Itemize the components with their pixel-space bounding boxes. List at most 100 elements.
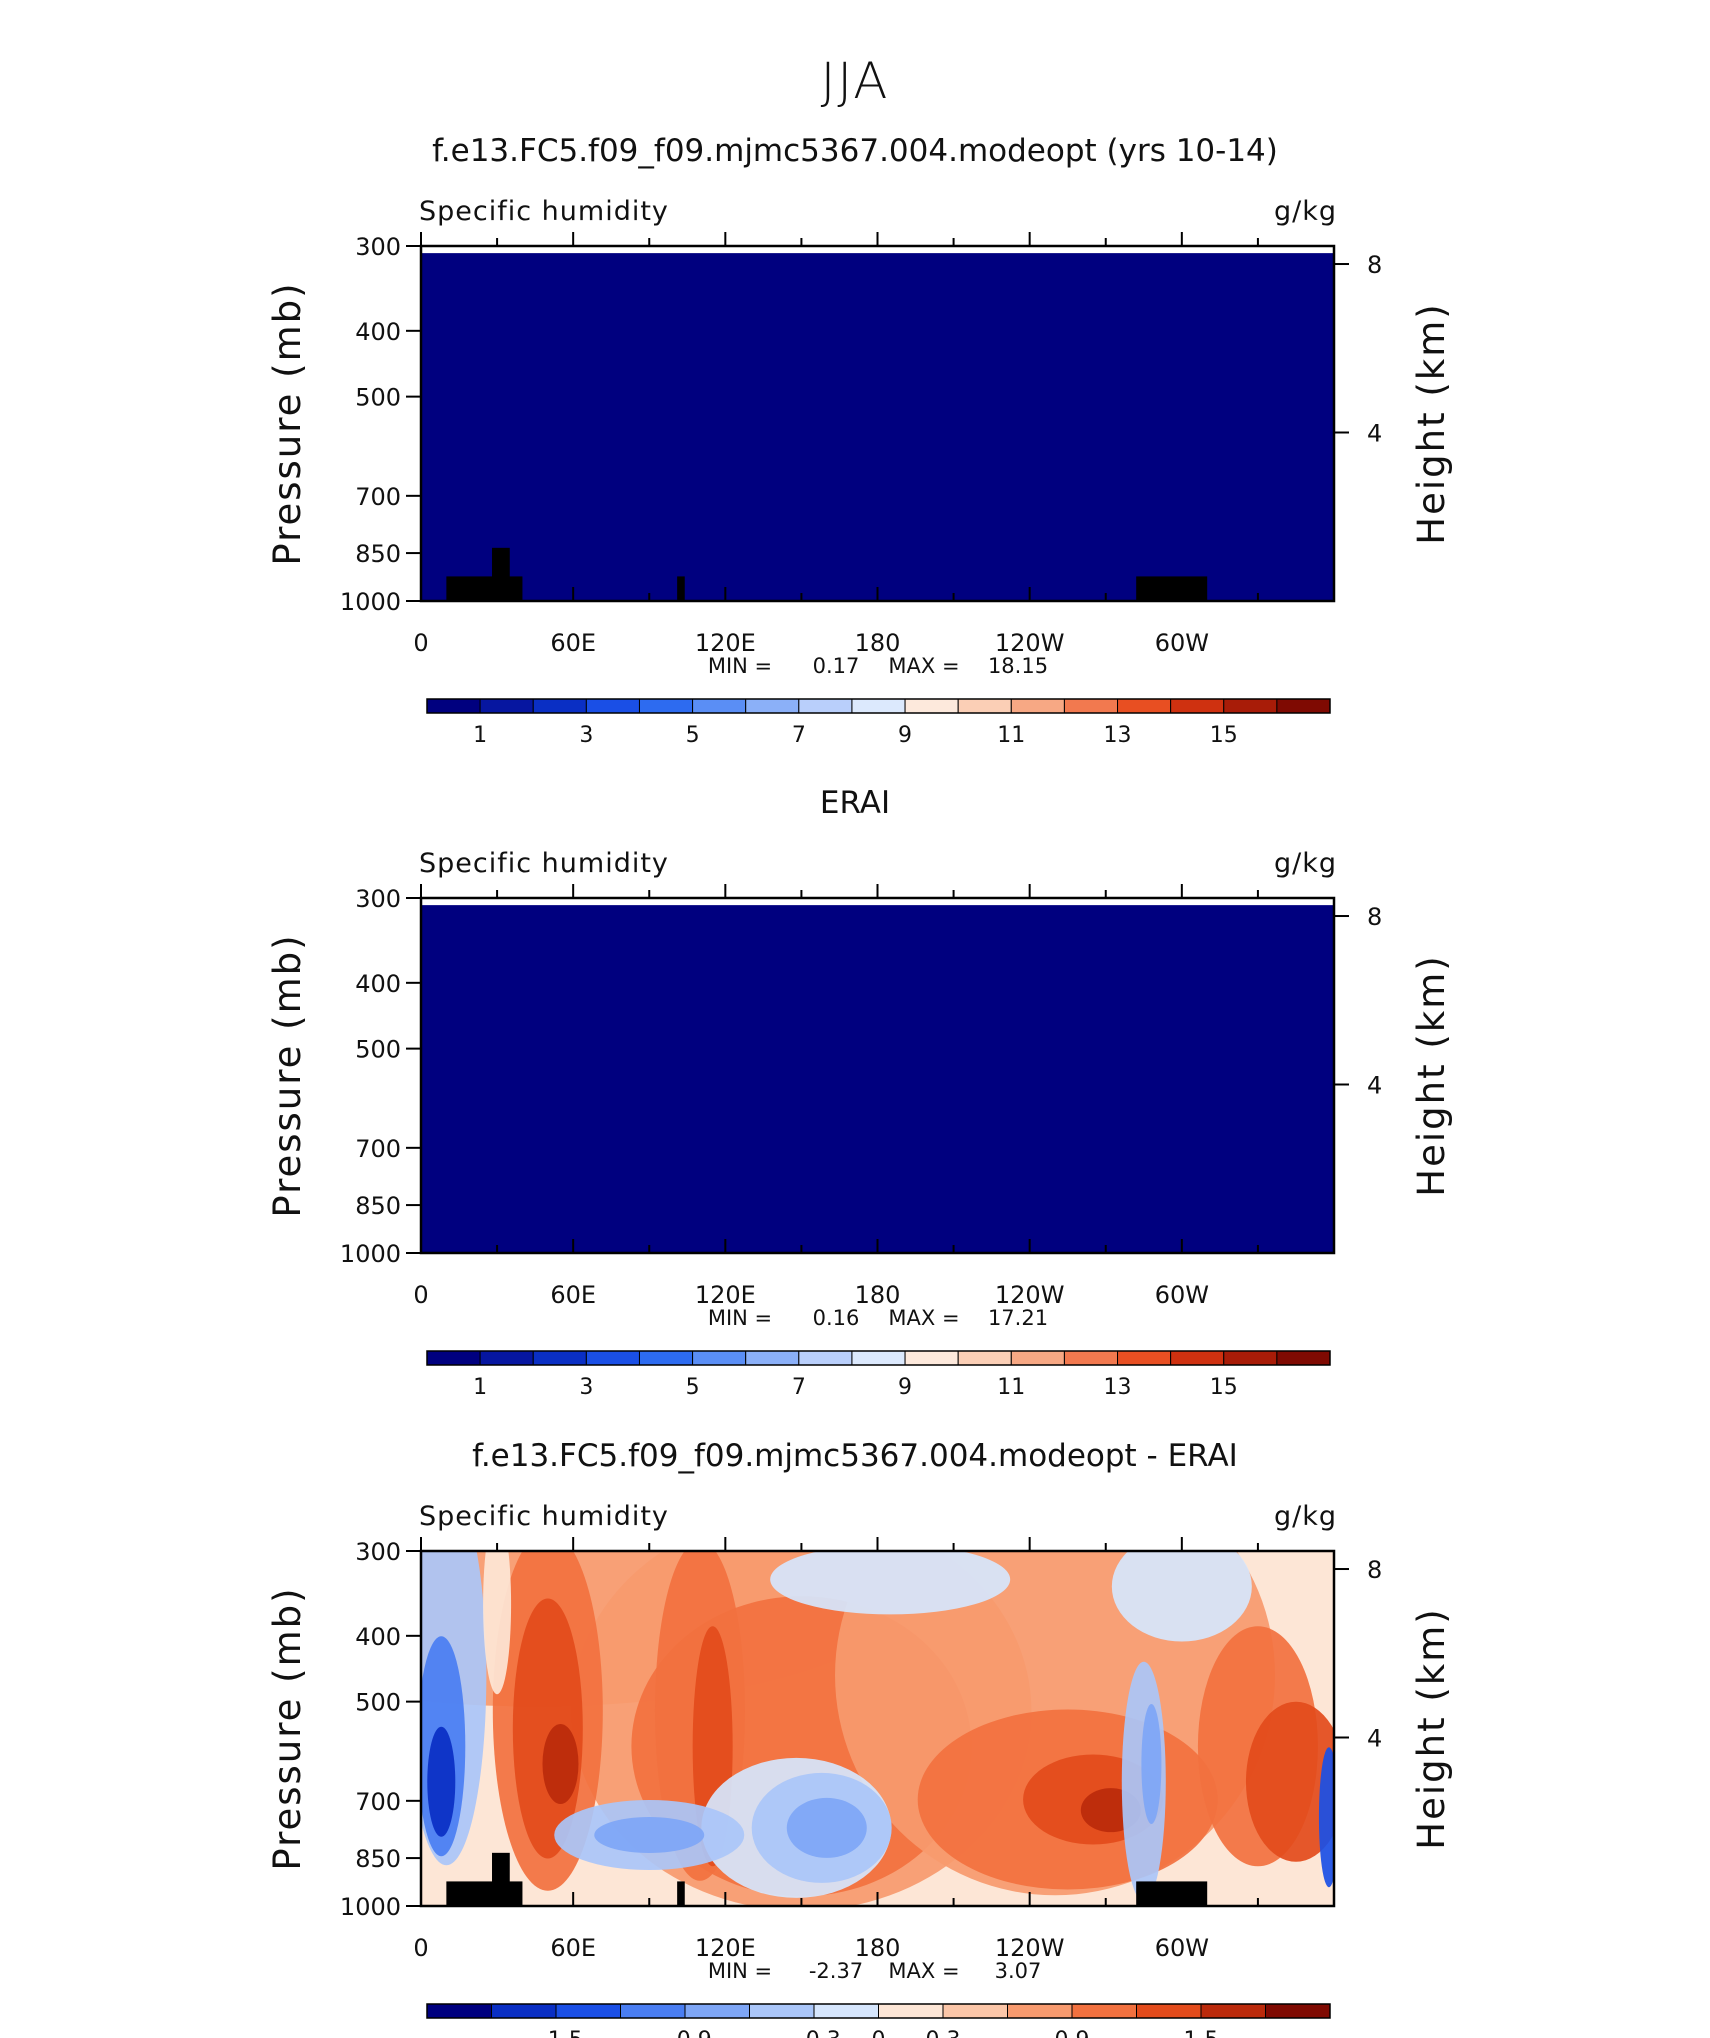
min-value: 0.16 [813,1306,860,1330]
y-axis-title: Pressure (mb) [266,281,309,565]
terrain-mask [492,1852,510,1906]
colorbar-swatch [745,1350,800,1366]
x-tick-label: 60W [1155,629,1209,657]
colorbar-swatch [426,2003,492,2019]
colorbar-swatch [692,698,747,714]
x-tick-label: 180 [855,1934,901,1962]
contour-band [421,905,1334,1253]
y-tick-label: 850 [355,540,401,568]
colorbar-swatch [1276,698,1331,714]
colorbar-label: −0.3 [787,2028,840,2038]
colorbar-swatch [638,698,694,714]
colorbar-label: 1.5 [1184,2028,1219,2038]
colorbar-swatch [1223,698,1278,714]
units-label: g/kg [1274,1501,1337,1532]
colorbar-swatch [904,698,959,714]
colorbar-swatch [426,698,481,714]
colorbar-label: 5 [686,723,700,748]
y-tick-label: 700 [355,483,401,511]
units-label: g/kg [1274,848,1337,879]
max-label: MAX = [888,654,959,678]
colorbar-swatch [620,2003,686,2019]
colorbar-swatch [1170,698,1225,714]
colorbar-swatch [555,2003,621,2019]
colorbar-swatch [798,698,853,714]
colorbar-label: 7 [792,723,806,748]
colorbar-swatch [957,698,1012,714]
colorbar-swatch [1170,1350,1225,1366]
x-tick-label: 120W [995,1281,1065,1309]
colorbar-label: 13 [1104,723,1132,748]
y-tick-label: 1000 [340,1893,401,1921]
contour-band [594,1817,705,1853]
y2-axis-title: Height (km) [1410,1607,1453,1849]
min-value: -2.37 [809,1959,863,1983]
colorbar-label: 7 [792,1375,806,1400]
x-tick-label: 60W [1155,1934,1209,1962]
x-tick-label: 60E [550,1934,596,1962]
colorbar-swatch [479,1350,534,1366]
contour-band [483,1551,512,1695]
contour-band [542,1724,579,1804]
max-value: 18.15 [988,654,1048,678]
colorbar-swatch [638,1350,694,1366]
contour-band [786,1797,867,1858]
colorbar-label: 15 [1210,1375,1238,1400]
y2-tick-label: 4 [1367,1725,1382,1753]
colorbar-swatch [1265,2003,1331,2019]
terrain-mask [446,576,523,601]
x-tick-label: 60W [1155,1281,1209,1309]
x-tick-label: 120E [695,629,756,657]
terrain-mask [677,1881,685,1906]
colorbar-frame [426,698,1331,714]
terrain-mask [677,576,685,601]
panel-heading: ERAI [820,785,890,821]
colorbar-label: 11 [997,1375,1025,1400]
y-tick-label: 500 [355,1689,401,1717]
contour-band [1318,1747,1334,1888]
y-tick-label: 700 [355,1135,401,1163]
colorbar-label: 0.9 [1055,2028,1090,2038]
colorbar-swatch [904,1350,959,1366]
max-value: 17.21 [988,1306,1048,1330]
contour-band [427,1726,456,1837]
max-value: 3.07 [995,1959,1042,1983]
colorbar-swatch [426,1350,481,1366]
colorbar-swatch [684,2003,750,2019]
min-label: MIN = [708,1306,772,1330]
colorbar-label: 9 [898,723,912,748]
y-tick-label: 400 [355,318,401,346]
y2-tick-label: 8 [1367,903,1382,931]
colorbar-frame [426,1350,1331,1366]
plot-area [421,253,1334,601]
colorbar-label: 3 [579,1375,593,1400]
contour-band [1141,1704,1162,1824]
colorbar-label: 9 [898,1375,912,1400]
colorbar-label: −1.5 [529,2028,582,2038]
panel-heading: f.e13.FC5.f09_f09.mjmc5367.004.modeopt -… [472,1438,1238,1474]
colorbar-swatch [585,1350,640,1366]
colorbar-label: 0 [872,2028,886,2038]
x-tick-label: 120W [995,1934,1065,1962]
max-label: MAX = [888,1306,959,1330]
contour-band [1111,1551,1252,1642]
chart-panel: f.e13.FC5.f09_f09.mjmc5367.004.modeopt -… [266,1438,1453,2038]
colorbar-swatch [1117,698,1172,714]
colorbar-label: 13 [1104,1375,1132,1400]
y-axis-title: Pressure (mb) [266,1586,309,1870]
colorbar-swatch [957,1350,1012,1366]
colorbar-label: −0.9 [658,2028,711,2038]
colorbar-label: 5 [686,1375,700,1400]
x-tick-label: 0 [413,629,428,657]
x-tick-label: 120E [695,1934,756,1962]
colorbar-label: 0.3 [926,2028,961,2038]
contour-band [770,1551,1011,1615]
y-tick-label: 300 [355,233,401,261]
colorbar-frame [426,2003,1331,2019]
y2-tick-label: 4 [1367,420,1382,448]
colorbar-swatch [1010,698,1065,714]
y-tick-label: 500 [355,384,401,412]
colorbar-swatch [1223,1350,1278,1366]
y-tick-label: 1000 [340,1240,401,1268]
